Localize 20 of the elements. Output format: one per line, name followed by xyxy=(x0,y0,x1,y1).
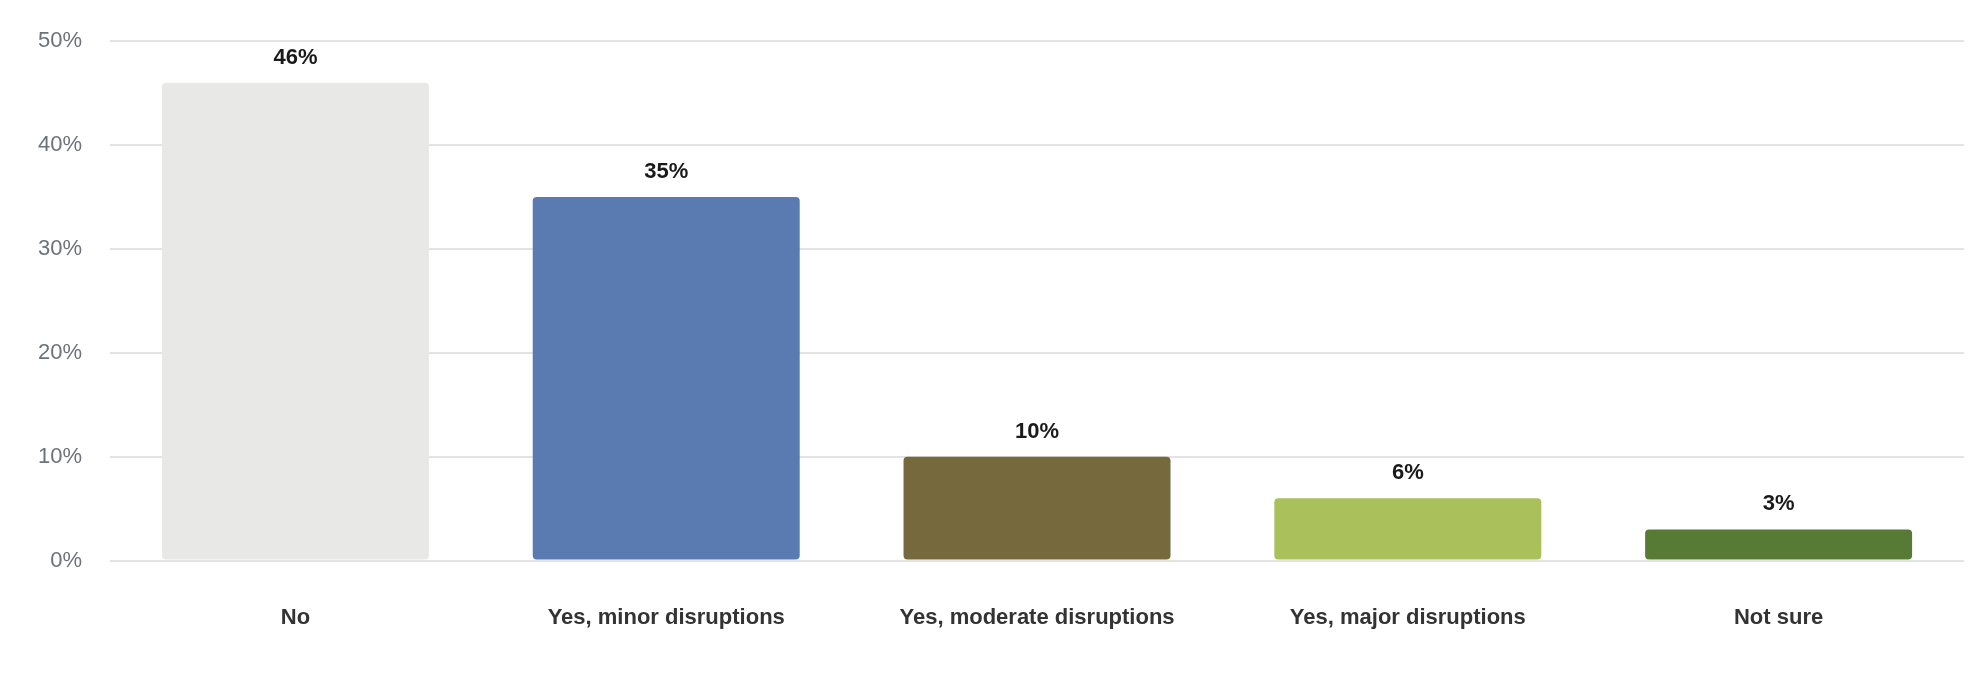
x-tick-label: Yes, moderate disruptions xyxy=(899,603,1175,629)
y-tick-label: 0% xyxy=(50,546,83,572)
data-label: 10% xyxy=(1014,417,1060,443)
bar xyxy=(903,456,1171,560)
bar xyxy=(1645,529,1913,560)
data-label: 46% xyxy=(273,43,318,69)
y-tick-label: 50% xyxy=(37,27,83,53)
data-label: 3% xyxy=(1762,490,1795,516)
x-tick-label: No xyxy=(280,603,311,629)
x-tick-label: Not sure xyxy=(1733,603,1824,629)
x-tick-label: Yes, minor disruptions xyxy=(547,603,785,629)
y-tick-label: 10% xyxy=(37,442,83,468)
y-tick-label: 20% xyxy=(37,338,83,364)
y-tick-label: 40% xyxy=(37,131,83,157)
data-label: 6% xyxy=(1391,459,1424,485)
data-label: 35% xyxy=(644,158,689,184)
bar xyxy=(1274,498,1542,560)
y-tick-label: 30% xyxy=(37,235,83,261)
x-tick-label: Yes, major disruptions xyxy=(1289,603,1526,629)
bar xyxy=(532,197,800,560)
